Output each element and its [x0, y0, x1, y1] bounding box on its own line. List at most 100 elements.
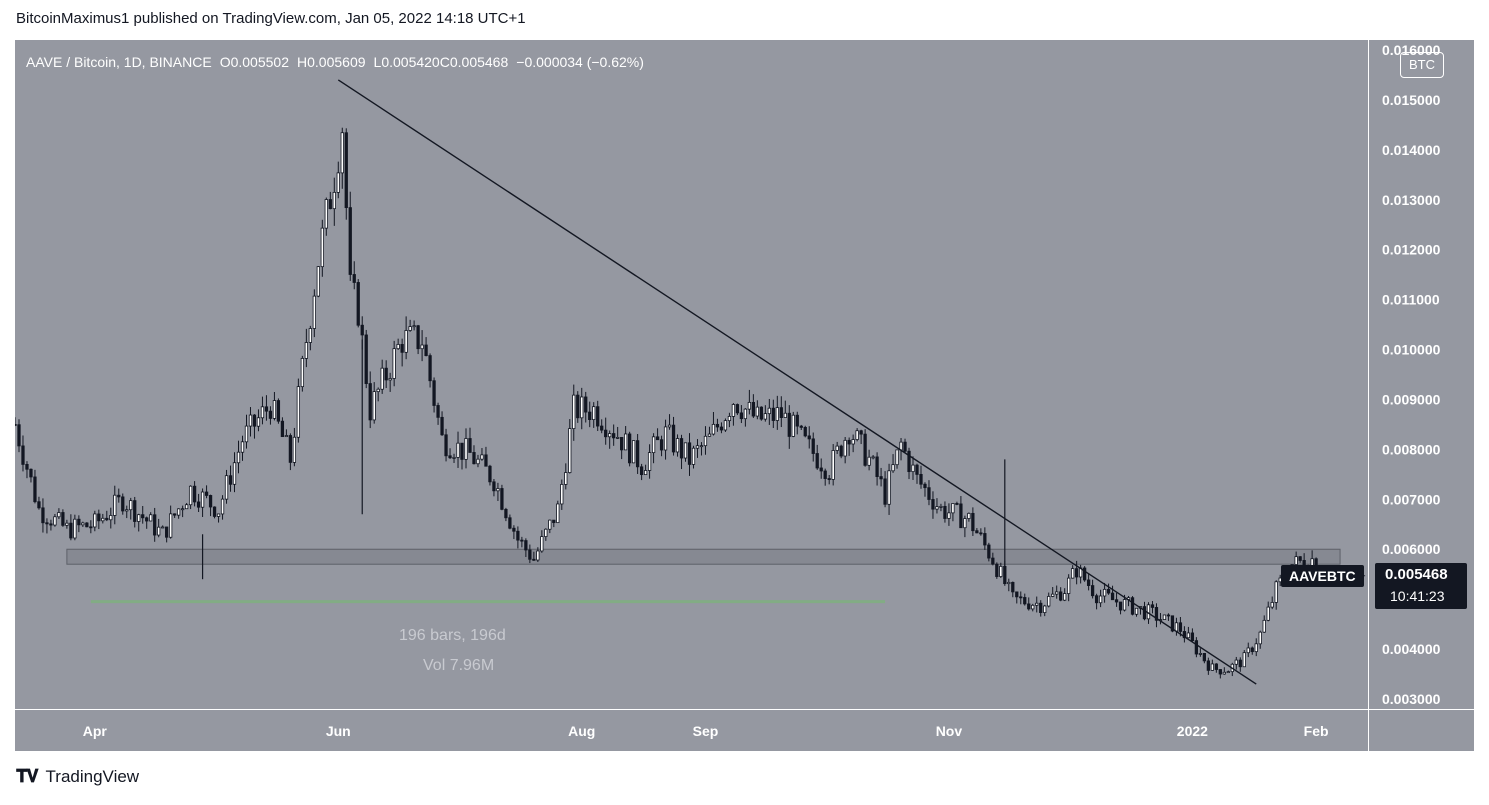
candle-body — [15, 424, 17, 426]
candle-body — [1294, 556, 1298, 565]
candle-body — [89, 526, 93, 529]
candle-body — [280, 420, 285, 438]
candle-body — [1086, 579, 1091, 586]
candle-body — [667, 424, 672, 428]
price-chart[interactable]: 0.0030000.0040000.0050000.0060000.007000… — [15, 40, 1474, 751]
candle-body — [380, 367, 384, 390]
candle-body — [995, 563, 999, 577]
candle-body — [1226, 671, 1230, 674]
candle-body — [1266, 606, 1270, 621]
candle-body — [1242, 652, 1246, 668]
candle-body — [679, 438, 684, 459]
candle-body — [1094, 595, 1099, 604]
candle-body — [432, 380, 436, 406]
candle-body — [1246, 647, 1250, 654]
candle-body — [651, 436, 656, 454]
candle-body — [248, 414, 253, 427]
candle-body — [105, 517, 109, 521]
candle-body — [663, 426, 668, 451]
candle-body — [1254, 643, 1258, 653]
legend-symbol[interactable]: AAVE / Bitcoin, 1D, BINANCE — [26, 54, 212, 70]
candle-body — [556, 503, 560, 524]
candle-body — [480, 454, 484, 460]
plot-background — [15, 40, 1368, 709]
candle-body — [867, 456, 871, 466]
candle-body — [165, 526, 169, 538]
candle-body — [436, 405, 440, 418]
candle-body — [420, 344, 424, 350]
candle-body — [176, 508, 181, 516]
candle-body — [1194, 640, 1199, 655]
candle-body — [1019, 596, 1023, 599]
candle-body — [149, 514, 153, 522]
candle-body — [564, 472, 568, 485]
candle-body — [771, 407, 775, 421]
candle-body — [767, 407, 771, 415]
candle-body — [719, 426, 724, 431]
chart-frame[interactable]: 0.0030000.0040000.0050000.0060000.007000… — [15, 40, 1474, 751]
y-tick-label: 0.012000 — [1382, 242, 1441, 258]
candle-body — [204, 491, 209, 496]
candle-body — [747, 401, 752, 410]
candle-body — [967, 512, 971, 519]
candle-body — [1039, 602, 1043, 613]
candle-body — [911, 464, 915, 473]
candle-body — [935, 506, 939, 510]
candle-body — [803, 426, 807, 437]
candle-body — [951, 503, 955, 514]
candle-body — [268, 410, 273, 419]
candle-body — [743, 408, 748, 420]
candle-body — [855, 430, 859, 440]
candle-body — [101, 517, 105, 522]
candle-body — [568, 428, 572, 473]
y-tick-label: 0.006000 — [1382, 541, 1441, 557]
candle-body — [763, 413, 767, 420]
candle-body — [755, 406, 759, 417]
candle-body — [468, 438, 472, 453]
candle-body — [959, 503, 963, 529]
candle-body — [791, 414, 795, 437]
candle-body — [1023, 597, 1027, 605]
candle-body — [703, 435, 708, 447]
candle-body — [647, 452, 652, 471]
candle-body — [97, 513, 101, 522]
candle-body — [1075, 568, 1079, 578]
candle-body — [831, 450, 835, 480]
x-tick-label: Nov — [936, 723, 963, 739]
legend-open-label: O — [219, 54, 231, 70]
candle-body — [711, 423, 716, 435]
candle-body — [1274, 581, 1278, 603]
candle-body — [292, 436, 297, 463]
footer-brand[interactable]: 𝐓𝐕 TradingView — [16, 766, 139, 787]
currency-unit-button[interactable]: BTC — [1400, 52, 1444, 78]
candle-body — [588, 411, 592, 420]
candle-body — [1186, 632, 1191, 639]
candle-body — [500, 488, 504, 510]
candle-body — [208, 495, 213, 508]
x-tick-label: Aug — [568, 723, 595, 739]
candle-body — [1142, 606, 1147, 620]
candle-body — [715, 423, 720, 428]
candle-body — [807, 435, 811, 440]
candle-body — [1222, 671, 1226, 675]
descending-trendline — [337, 79, 1257, 685]
candle-body — [324, 199, 328, 229]
candle-body — [49, 523, 53, 526]
candle-body — [823, 470, 827, 479]
footer-brand-text: TradingView — [45, 766, 140, 786]
candle-body — [1130, 597, 1135, 615]
candle-body — [811, 438, 815, 454]
candle-body — [863, 433, 867, 466]
candle-body — [336, 172, 340, 193]
candle-body — [216, 513, 221, 517]
candle-body — [971, 512, 975, 532]
candle-body — [707, 433, 712, 437]
candle-body — [73, 518, 77, 539]
candle-body — [129, 500, 133, 511]
candle-body — [851, 439, 855, 445]
candle-body — [552, 519, 556, 524]
candle-body — [260, 406, 265, 419]
candle-body — [1210, 663, 1214, 671]
candle-body — [560, 484, 564, 505]
candle-body — [839, 445, 843, 457]
